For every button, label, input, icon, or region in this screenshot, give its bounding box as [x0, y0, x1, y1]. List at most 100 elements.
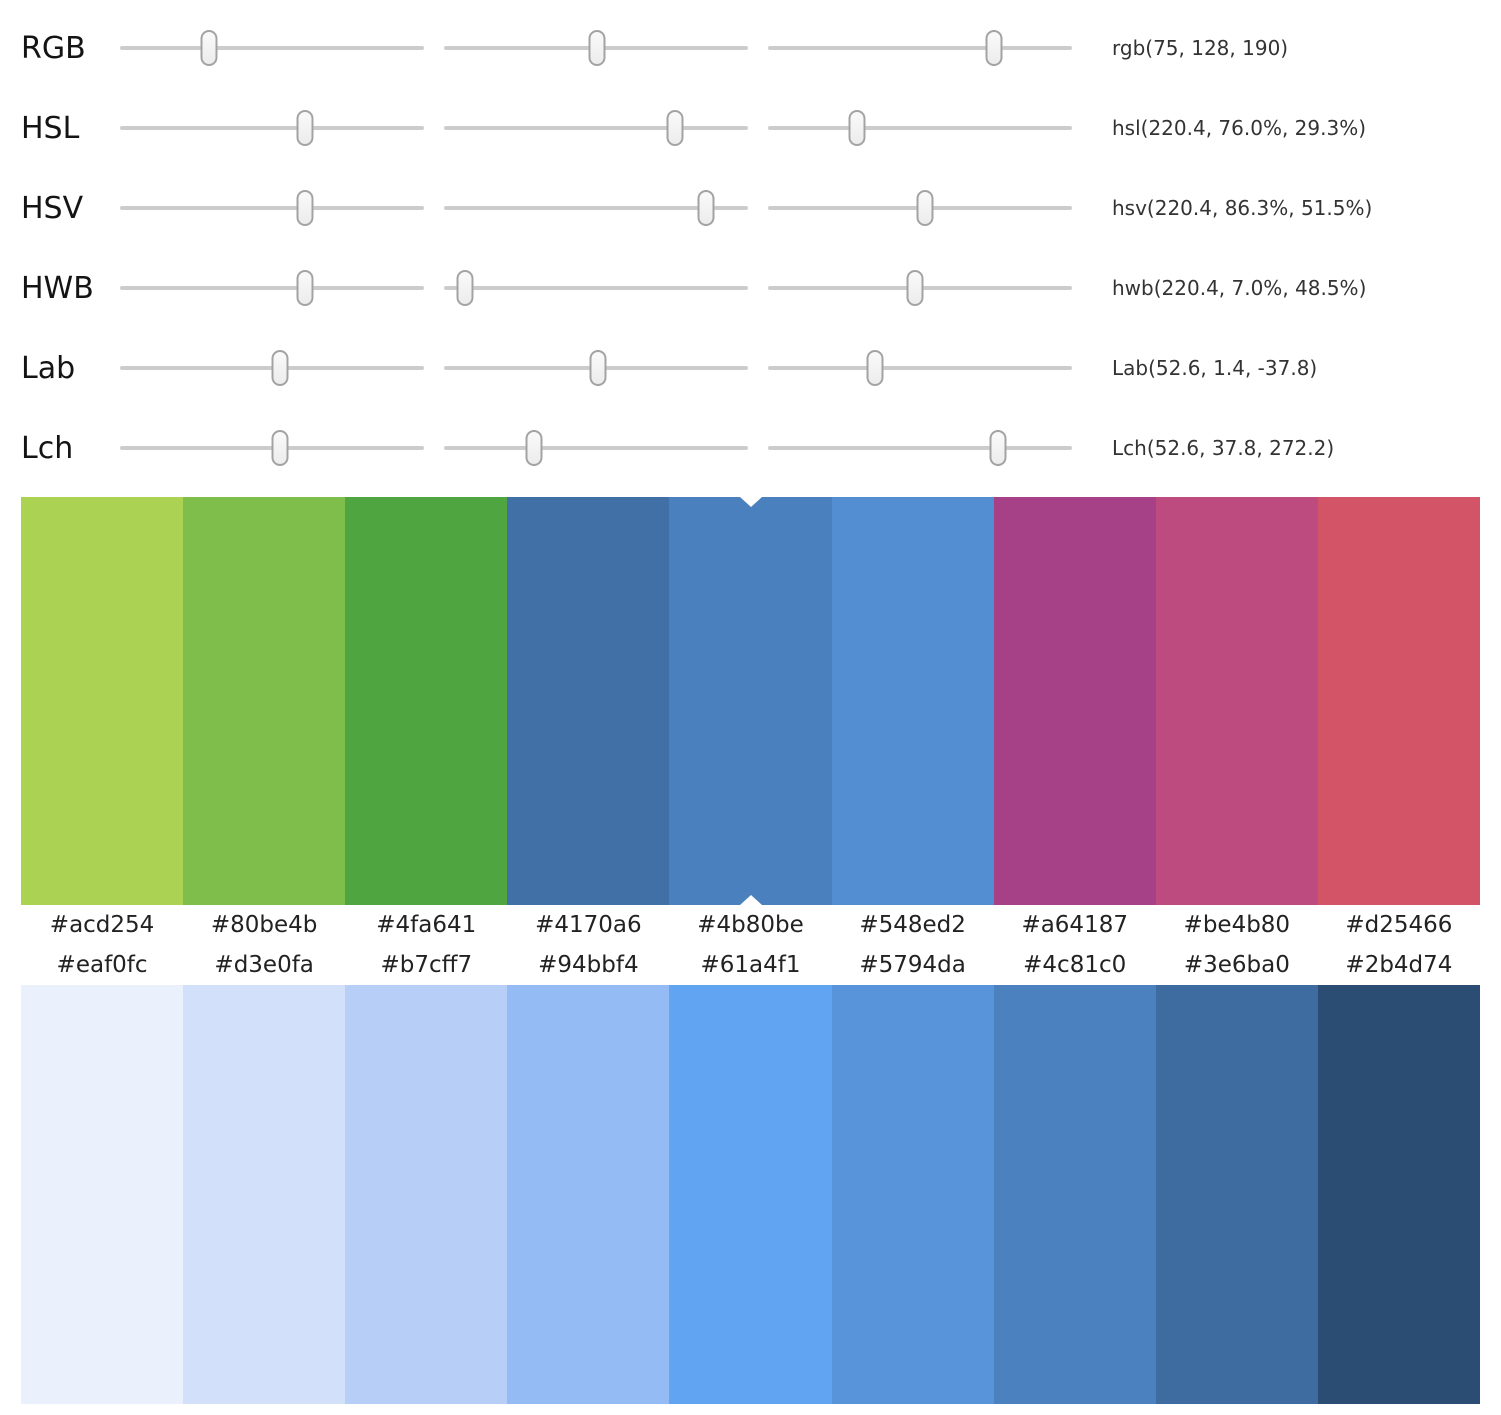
slider-handle-lab-2[interactable] [589, 350, 607, 386]
hue-swatch-1[interactable] [21, 497, 184, 905]
selected-swatch-marker-top [739, 497, 762, 507]
slider-hsv-channel-3[interactable] [768, 168, 1072, 248]
hue-swatch-6[interactable] [831, 497, 994, 905]
slider-row-hsl: HSL hsl(220.4, 76.0%, 29.3%) [0, 88, 1501, 168]
slider-handle-lch-1[interactable] [271, 430, 289, 466]
slider-hwb-channel-2[interactable] [444, 248, 748, 328]
hue-label-2: #80be4b [210, 912, 318, 938]
selected-swatch-marker-bottom [739, 895, 762, 905]
slider-handle-hsl-1[interactable] [296, 110, 314, 146]
slider-row-hsv: HSV hsv(220.4, 86.3%, 51.5%) [0, 168, 1501, 248]
slider-lab-channel-3[interactable] [768, 328, 1072, 408]
slider-handle-lch-3[interactable] [989, 430, 1007, 466]
slider-row-label: HSL [21, 110, 80, 146]
slider-handle-rgb-3[interactable] [985, 30, 1003, 66]
shade-palette [21, 985, 1480, 1404]
slider-value-text: Lab(52.6, 1.4, -37.8) [1112, 356, 1318, 380]
slider-row-label: HSV [21, 190, 84, 226]
slider-track[interactable] [768, 126, 1072, 130]
slider-track[interactable] [120, 286, 424, 290]
shade-swatch-2[interactable] [183, 985, 346, 1404]
slider-track[interactable] [444, 446, 748, 450]
hue-palette [21, 497, 1480, 905]
slider-handle-hwb-3[interactable] [906, 270, 924, 306]
shade-swatch-9[interactable] [1317, 985, 1480, 1404]
slider-handle-rgb-2[interactable] [588, 30, 606, 66]
shade-swatch-3[interactable] [345, 985, 508, 1404]
shade-label-6: #5794da [859, 952, 966, 978]
hue-swatch-2[interactable] [183, 497, 346, 905]
slider-lch-channel-3[interactable] [768, 408, 1072, 488]
slider-handle-hsv-1[interactable] [296, 190, 314, 226]
shade-label-7: #4c81c0 [1023, 952, 1127, 978]
hue-swatch-8[interactable] [1155, 497, 1318, 905]
slider-track[interactable] [120, 206, 424, 210]
slider-lch-channel-2[interactable] [444, 408, 748, 488]
slider-rgb-channel-3[interactable] [768, 8, 1072, 88]
slider-handle-hsl-3[interactable] [848, 110, 866, 146]
slider-lch-channel-1[interactable] [120, 408, 424, 488]
slider-track[interactable] [444, 286, 748, 290]
slider-handle-hsl-2[interactable] [666, 110, 684, 146]
shade-swatch-1[interactable] [21, 985, 184, 1404]
hue-swatch-7[interactable] [993, 497, 1156, 905]
hue-swatch-4[interactable] [507, 497, 670, 905]
shade-swatch-8[interactable] [1155, 985, 1318, 1404]
slider-hsv-channel-2[interactable] [444, 168, 748, 248]
slider-track[interactable] [444, 126, 748, 130]
shade-label-4: #94bbf4 [538, 952, 639, 978]
slider-row-hwb: HWB hwb(220.4, 7.0%, 48.5%) [0, 248, 1501, 328]
slider-handle-hwb-1[interactable] [296, 270, 314, 306]
slider-hwb-channel-3[interactable] [768, 248, 1072, 328]
slider-value-text: rgb(75, 128, 190) [1112, 36, 1289, 60]
slider-value-text: hsl(220.4, 76.0%, 29.3%) [1112, 116, 1367, 140]
slider-row-label: RGB [21, 30, 86, 66]
slider-handle-hsv-3[interactable] [916, 190, 934, 226]
shade-palette-labels: #eaf0fc #d3e0fa #b7cff7 #94bbf4 #61a4f1 #5794… [21, 945, 1480, 985]
slider-track[interactable] [768, 366, 1072, 370]
slider-rgb-channel-2[interactable] [444, 8, 748, 88]
slider-hsl-channel-1[interactable] [120, 88, 424, 168]
slider-track[interactable] [120, 46, 424, 50]
shade-swatch-6[interactable] [831, 985, 994, 1404]
slider-lab-channel-1[interactable] [120, 328, 424, 408]
slider-row-lab: Lab Lab(52.6, 1.4, -37.8) [0, 328, 1501, 408]
slider-handle-hwb-2[interactable] [456, 270, 474, 306]
slider-hsv-channel-1[interactable] [120, 168, 424, 248]
slider-track[interactable] [768, 446, 1072, 450]
slider-handle-lab-3[interactable] [866, 350, 884, 386]
slider-handle-lch-2[interactable] [525, 430, 543, 466]
shade-label-2: #d3e0fa [214, 952, 314, 978]
slider-rgb-channel-1[interactable] [120, 8, 424, 88]
hue-label-9: #d25466 [1345, 912, 1453, 938]
hue-label-8: #be4b80 [1183, 912, 1291, 938]
hue-palette-labels: #acd254 #80be4b #4fa641 #4170a6 #4b80be #548e… [21, 905, 1480, 945]
slider-handle-rgb-1[interactable] [200, 30, 218, 66]
slider-hwb-channel-1[interactable] [120, 248, 424, 328]
slider-track[interactable] [120, 126, 424, 130]
slider-row-lch: Lch Lch(52.6, 37.8, 272.2) [0, 408, 1501, 488]
slider-handle-hsv-2[interactable] [697, 190, 715, 226]
hue-swatch-9[interactable] [1317, 497, 1480, 905]
slider-lab-channel-2[interactable] [444, 328, 748, 408]
shade-label-9: #2b4d74 [1345, 952, 1453, 978]
slider-track[interactable] [444, 206, 748, 210]
slider-row-label: HWB [21, 270, 94, 306]
hue-swatch-5[interactable] [669, 497, 832, 905]
hue-swatch-3[interactable] [345, 497, 508, 905]
shade-label-3: #b7cff7 [380, 952, 473, 978]
color-sliders-panel: RGB rgb(75, 128, 190) HSL hsl(220.4, [0, 0, 1501, 488]
shade-label-8: #3e6ba0 [1183, 952, 1290, 978]
shade-swatch-7[interactable] [993, 985, 1156, 1404]
shade-swatch-5[interactable] [669, 985, 832, 1404]
slider-handle-lab-1[interactable] [271, 350, 289, 386]
hue-label-5: #4b80be [697, 912, 804, 938]
shade-label-5: #61a4f1 [700, 952, 801, 978]
hue-label-1: #acd254 [49, 912, 155, 938]
shade-label-1: #eaf0fc [56, 952, 148, 978]
shade-swatch-4[interactable] [507, 985, 670, 1404]
slider-value-text: hwb(220.4, 7.0%, 48.5%) [1112, 276, 1367, 300]
slider-track[interactable] [768, 46, 1072, 50]
slider-hsl-channel-2[interactable] [444, 88, 748, 168]
slider-hsl-channel-3[interactable] [768, 88, 1072, 168]
